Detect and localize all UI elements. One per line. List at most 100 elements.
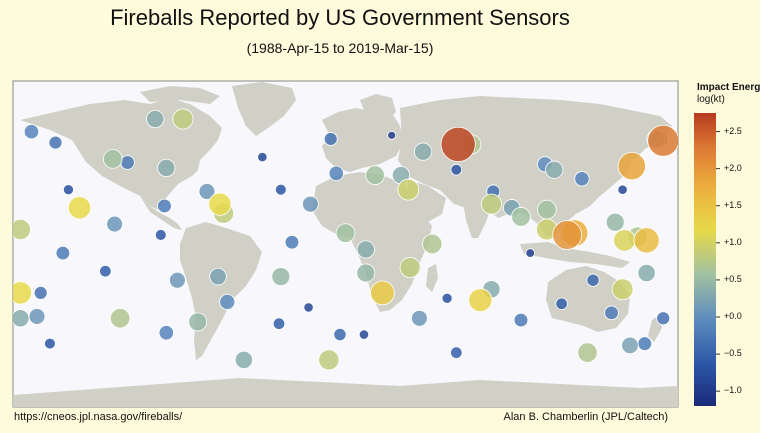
fireball-point-76[interactable] xyxy=(172,108,194,130)
fireball-point-37[interactable] xyxy=(106,215,123,233)
landmass-scandinavia xyxy=(360,94,396,124)
colorbar-tick-label-3: +1.0 xyxy=(724,236,742,247)
fireball-point-58[interactable] xyxy=(356,263,376,283)
fireball-point-78[interactable] xyxy=(397,178,420,201)
colorbar-unit: log(kt) xyxy=(697,94,725,105)
fireball-point-5[interactable] xyxy=(303,302,314,313)
fireball-point-3[interactable] xyxy=(358,329,370,340)
colorbar-tick-label-7: −1.0 xyxy=(724,385,742,396)
fireball-point-29[interactable] xyxy=(513,312,529,328)
fireball-point-45[interactable] xyxy=(209,267,227,286)
fireball-point-28[interactable] xyxy=(604,305,619,321)
fireball-point-12[interactable] xyxy=(272,317,286,330)
fireball-point-62[interactable] xyxy=(537,199,557,220)
fireball-point-90[interactable] xyxy=(647,124,679,157)
fireball-point-73[interactable] xyxy=(318,349,340,371)
fireball-point-48[interactable] xyxy=(356,240,375,259)
source-url[interactable]: https://cneos.jpl.nasa.gov/fireballs/ xyxy=(14,411,183,423)
landmass-antarctica xyxy=(13,378,678,407)
fireball-point-50[interactable] xyxy=(637,263,656,283)
fireball-point-20[interactable] xyxy=(48,135,63,150)
landmass-central-america xyxy=(140,196,182,230)
fireball-point-10[interactable] xyxy=(154,229,167,241)
fireball-point-74[interactable] xyxy=(10,218,31,241)
fireball-point-18[interactable] xyxy=(33,285,48,300)
landmass-madagascar xyxy=(426,264,438,292)
fireball-point-33[interactable] xyxy=(574,171,590,187)
fireball-point-51[interactable] xyxy=(234,350,253,369)
fireball-point-46[interactable] xyxy=(414,142,433,161)
landmass-southeast-asia-islands xyxy=(520,242,630,268)
fireball-point-32[interactable] xyxy=(23,124,40,140)
author-credit: Alan B. Chamberlin (JPL/Caltech) xyxy=(503,411,668,423)
fireball-point-63[interactable] xyxy=(365,165,385,185)
fireball-point-36[interactable] xyxy=(28,308,46,325)
fireball-point-57[interactable] xyxy=(605,212,625,232)
fireball-point-25[interactable] xyxy=(120,155,135,170)
fireball-point-27[interactable] xyxy=(284,234,300,250)
landmass-japan xyxy=(604,158,616,184)
fireball-point-9[interactable] xyxy=(275,183,287,196)
fireball-point-26[interactable] xyxy=(157,198,172,214)
fireball-point-22[interactable] xyxy=(656,311,671,326)
fireball-point-15[interactable] xyxy=(450,346,463,359)
fireball-point-52[interactable] xyxy=(12,309,30,328)
fireball-point-6[interactable] xyxy=(441,292,453,304)
fireball-point-60[interactable] xyxy=(271,267,291,287)
fireball-point-23[interactable] xyxy=(637,336,653,351)
fireball-point-61[interactable] xyxy=(511,207,531,227)
fireball-point-14[interactable] xyxy=(99,264,112,278)
fireball-point-88[interactable] xyxy=(617,152,646,181)
fireball-point-7[interactable] xyxy=(62,184,74,196)
fireball-point-31[interactable] xyxy=(328,165,344,182)
fireball-point-59[interactable] xyxy=(188,312,208,332)
fireball-point-17[interactable] xyxy=(586,273,600,287)
fireball-point-16[interactable] xyxy=(333,327,347,342)
colorbar-tick-label-6: −0.5 xyxy=(724,348,742,359)
fireball-point-55[interactable] xyxy=(545,160,564,179)
fireball-point-19[interactable] xyxy=(323,132,338,146)
fireball-point-11[interactable] xyxy=(44,337,56,350)
colorbar-ticks xyxy=(716,131,720,392)
fireball-point-64[interactable] xyxy=(335,223,356,243)
landmass-greenland xyxy=(232,82,296,136)
fireball-point-39[interactable] xyxy=(169,271,186,289)
fireball-point-44[interactable] xyxy=(621,336,639,355)
fireball-point-34[interactable] xyxy=(219,293,236,310)
fireball-point-86[interactable] xyxy=(633,227,660,254)
fireball-point-91[interactable] xyxy=(440,126,476,162)
fireball-point-81[interactable] xyxy=(9,281,32,305)
fireball-point-8[interactable] xyxy=(450,163,463,176)
fireball-point-82[interactable] xyxy=(67,196,92,220)
fireball-point-38[interactable] xyxy=(198,183,216,200)
fireball-point-68[interactable] xyxy=(422,233,443,255)
fireball-points xyxy=(9,108,679,371)
fireball-point-70[interactable] xyxy=(109,308,131,329)
fireball-point-2[interactable] xyxy=(257,151,268,163)
fireball-point-71[interactable] xyxy=(480,193,502,215)
fireball-point-24[interactable] xyxy=(55,245,71,261)
fireball-point-79[interactable] xyxy=(611,278,634,301)
fireball-point-41[interactable] xyxy=(411,309,428,327)
fireball-point-84[interactable] xyxy=(468,288,493,313)
fireball-point-89[interactable] xyxy=(552,220,583,250)
fireball-point-53[interactable] xyxy=(157,158,176,178)
fireball-point-85[interactable] xyxy=(370,280,395,306)
fireball-point-54[interactable] xyxy=(146,109,165,129)
fireball-point-1[interactable] xyxy=(525,248,535,258)
fireball-point-0[interactable] xyxy=(387,130,397,140)
fireball-point-80[interactable] xyxy=(613,229,636,252)
landmass-europe xyxy=(322,108,404,172)
landmass-arctic-islands xyxy=(140,86,220,104)
fireball-point-72[interactable] xyxy=(399,257,421,279)
chart-title: Fireballs Reported by US Government Sens… xyxy=(110,5,570,30)
fireball-point-40[interactable] xyxy=(302,195,319,213)
fireball-point-69[interactable] xyxy=(577,342,598,363)
fireball-point-30[interactable] xyxy=(158,325,174,341)
fireball-point-83[interactable] xyxy=(208,192,232,216)
fireball-point-4[interactable] xyxy=(617,184,628,195)
fireball-point-65[interactable] xyxy=(102,149,123,169)
fireball-point-13[interactable] xyxy=(555,297,568,310)
chart-subtitle: (1988-Apr-15 to 2019-Mar-15) xyxy=(246,40,434,56)
colorbar-tick-label-0: +2.5 xyxy=(724,125,742,136)
